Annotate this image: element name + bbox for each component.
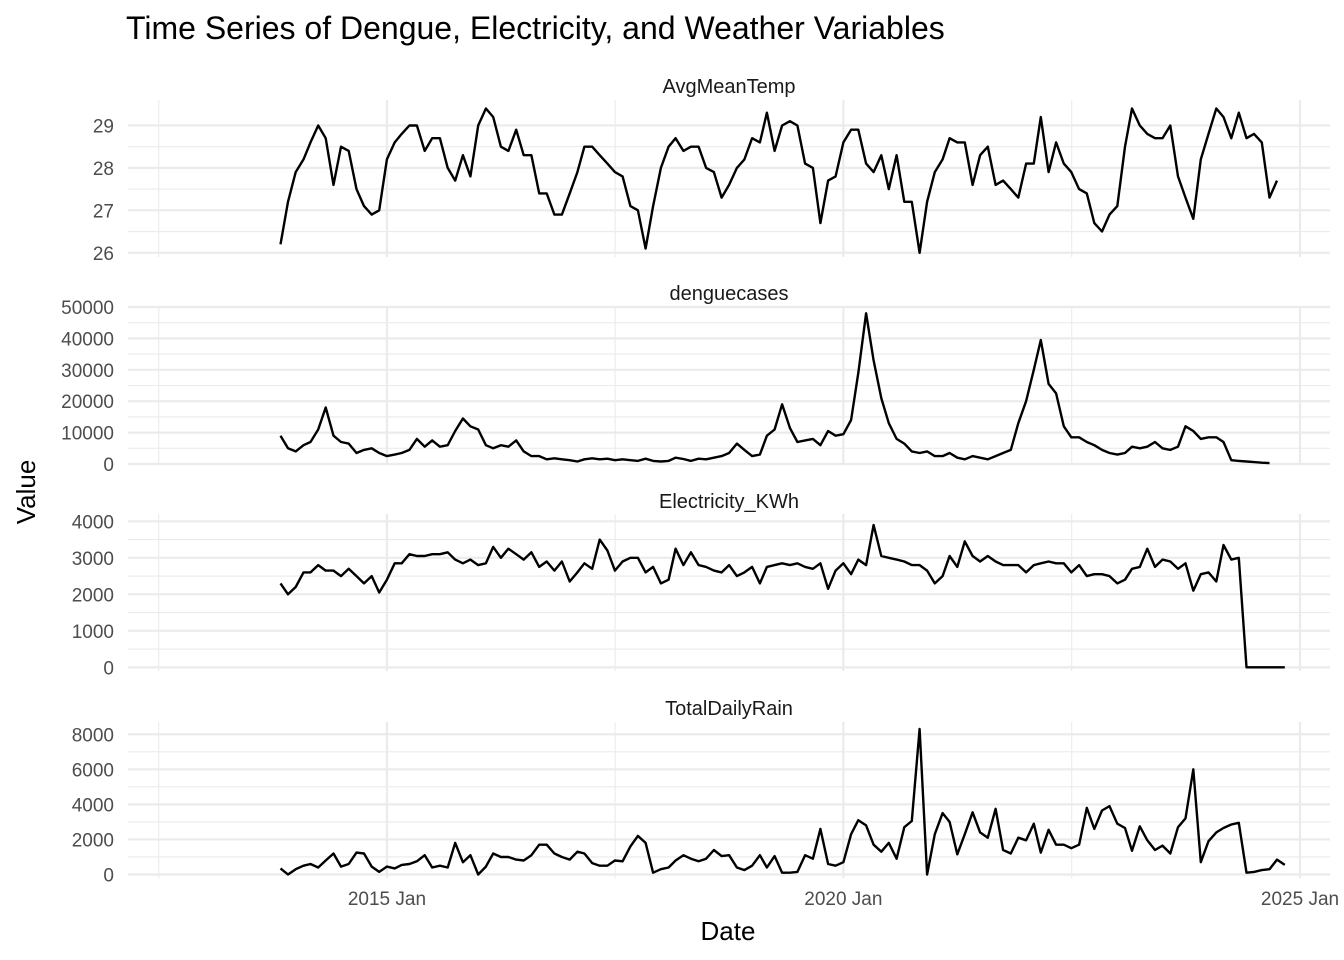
x-tick-label: 2015 Jan bbox=[348, 889, 426, 910]
y-axis-title: Value bbox=[11, 460, 41, 525]
y-tick-label: 0 bbox=[103, 658, 114, 679]
y-tick-label: 26 bbox=[93, 244, 114, 265]
x-tick-label: 2020 Jan bbox=[804, 889, 882, 910]
y-tick-label: 28 bbox=[93, 159, 114, 180]
x-axis-title: Date bbox=[701, 916, 756, 946]
x-tick-label: 2025 Jan bbox=[1261, 889, 1339, 910]
y-tick-label: 0 bbox=[103, 865, 114, 886]
y-tick-label: 20000 bbox=[61, 392, 114, 413]
y-tick-label: 6000 bbox=[72, 760, 114, 781]
panel-denguecases: 0 10000 20000 30000 40000 50000 denguecases bbox=[61, 283, 1330, 476]
y-tick-label: 3000 bbox=[72, 549, 114, 570]
y-tick-label: 4000 bbox=[72, 795, 114, 816]
panel-strip-label: Electricity_KWh bbox=[659, 491, 799, 513]
series-line-TotalDailyRain bbox=[279, 727, 1286, 876]
series-line-AvgMeanTemp bbox=[279, 107, 1279, 255]
y-tick-label: 30000 bbox=[61, 361, 114, 382]
y-tick-label: 1000 bbox=[72, 622, 114, 643]
y-tick-label: 29 bbox=[93, 116, 114, 137]
panel-strip-label: TotalDailyRain bbox=[665, 698, 793, 720]
series-line-denguecases bbox=[279, 312, 1270, 465]
panel-TotalDailyRain: 0 2000 4000 6000 8000 TotalDailyRain bbox=[72, 698, 1330, 886]
chart-title: Time Series of Dengue, Electricity, and … bbox=[126, 10, 945, 46]
panel-Electricity_KWh: 0 1000 2000 3000 4000 Electricity_KWh bbox=[72, 491, 1330, 679]
y-tick-label: 0 bbox=[103, 455, 114, 476]
y-tick-label: 40000 bbox=[61, 329, 114, 350]
y-tick-label: 2000 bbox=[72, 585, 114, 606]
panel-AvgMeanTemp: 26 27 28 29 AvgMeanTemp bbox=[93, 76, 1330, 265]
y-tick-label: 2000 bbox=[72, 830, 114, 851]
panel-strip-label: denguecases bbox=[670, 283, 789, 305]
series-line-Electricity_KWh bbox=[279, 523, 1285, 669]
y-tick-label: 4000 bbox=[72, 512, 114, 533]
y-tick-label: 10000 bbox=[61, 424, 114, 445]
y-tick-label: 8000 bbox=[72, 725, 114, 746]
y-tick-label: 27 bbox=[93, 201, 114, 222]
panel-strip-label: AvgMeanTemp bbox=[662, 76, 795, 98]
y-tick-label: 50000 bbox=[61, 298, 114, 319]
panels: 26272829AvgMeanTemp010000200003000040000… bbox=[61, 76, 1339, 910]
